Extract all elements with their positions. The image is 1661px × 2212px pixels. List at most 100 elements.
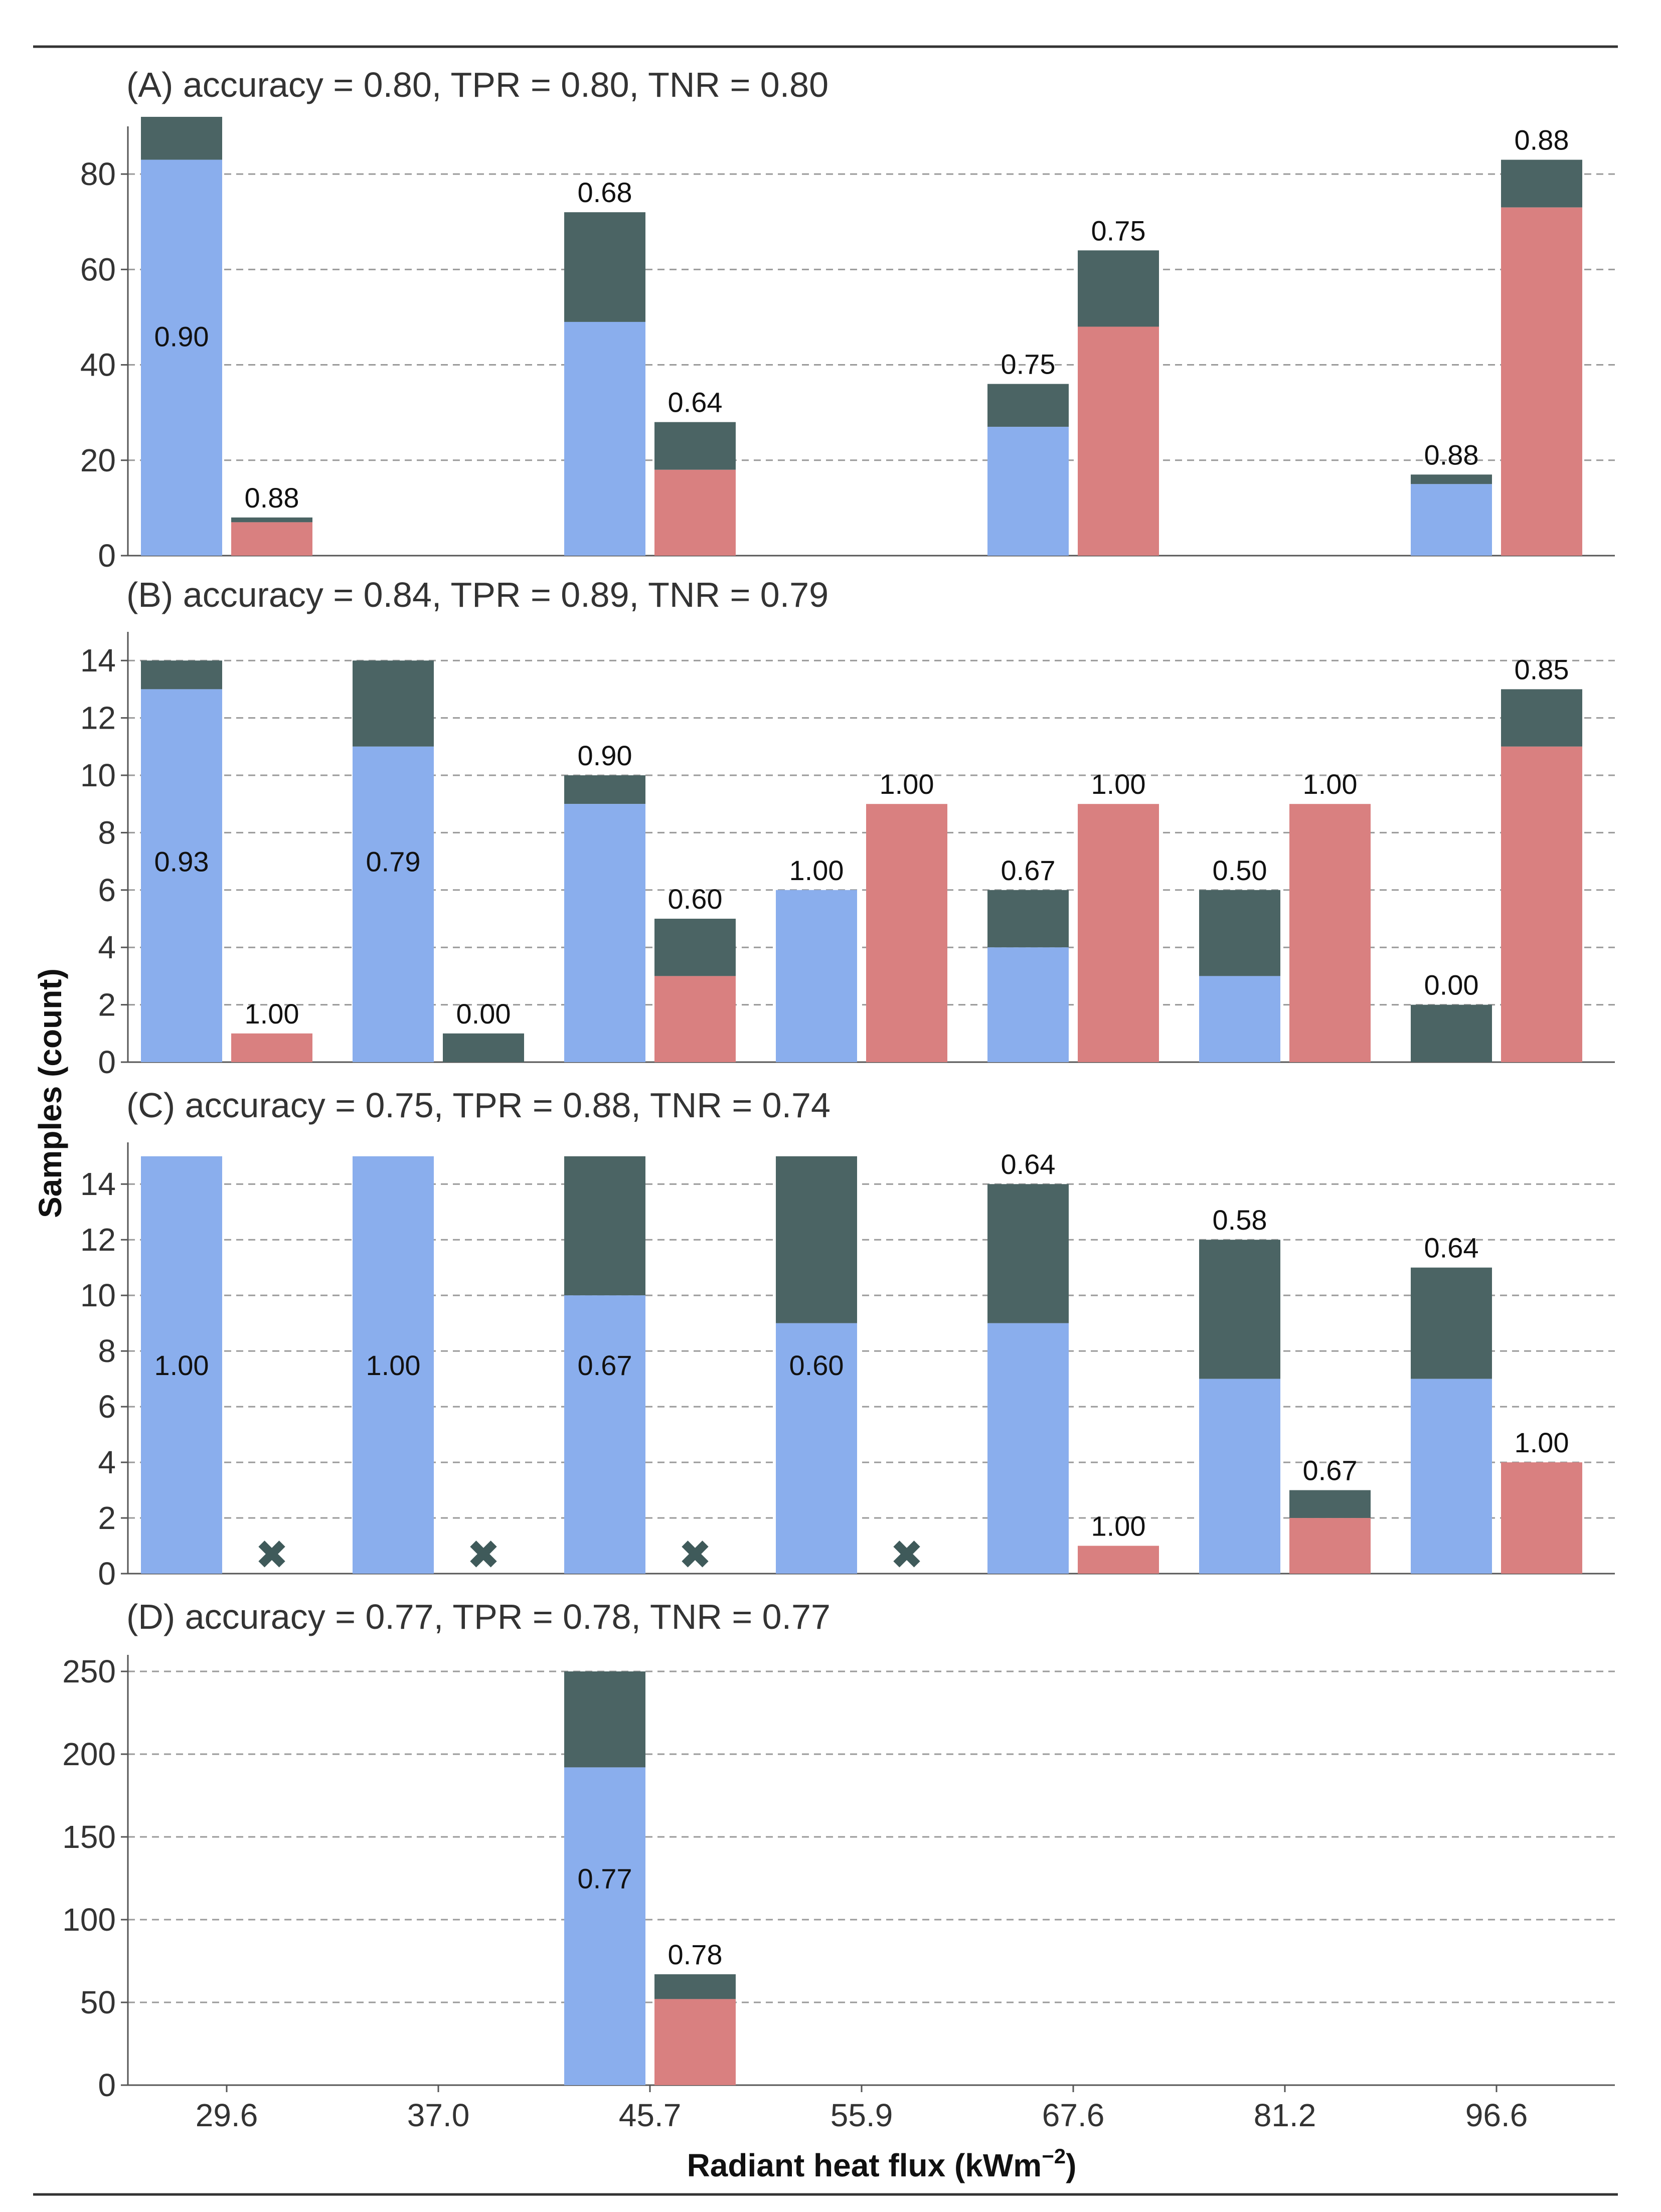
panel-b-bar-37-0-negative-misclassified: [353, 660, 434, 747]
panel-b-bar-45-7-negative-correct: [564, 804, 645, 1062]
panel-a-bar-45-7-negative-label: 0.68: [578, 177, 632, 208]
panel-a-ytick-label: 80: [80, 156, 116, 192]
panel-a-bar-29-6-positive-label: 0.88: [245, 482, 299, 514]
panel-c-bar-81-2-negative-label: 0.58: [1213, 1204, 1267, 1236]
panel-c-bar-67-6-negative-correct: [987, 1323, 1069, 1574]
panel-a-bar-29-6-positive-misclassified: [231, 517, 312, 523]
panel-b-bar-96-6-positive-misclassified: [1501, 689, 1582, 747]
panel-a-bar-67-6-negative-label: 0.75: [1001, 349, 1056, 380]
panel-a-bar-96-6-positive-correct: [1501, 207, 1582, 556]
panel-b-bar-81-2-negative-correct: [1199, 976, 1280, 1062]
panel-b-bar-29-6-negative-correct: [141, 689, 222, 1062]
panel-a-ytick-label: 20: [80, 442, 116, 478]
panel-d-bar-45-7-negative-correct: [564, 1767, 645, 2085]
panel-b-bar-96-6-positive-correct: [1501, 746, 1582, 1062]
x-tick-label: 96.6: [1465, 2097, 1528, 2133]
panel-c-bar-67-6-positive-label: 1.00: [1091, 1510, 1146, 1542]
panel-b-bar-29-6-positive-correct: [231, 1033, 312, 1062]
panel-d-bar-45-7-negative-label: 0.77: [578, 1863, 632, 1895]
panel-b-bar-67-6-positive-correct: [1078, 804, 1159, 1062]
panel-b-ytick-label: 4: [98, 929, 116, 965]
panel-b-bar-81-2-negative-misclassified: [1199, 890, 1280, 976]
panel-a-bar-45-7-positive-label: 0.64: [668, 387, 723, 418]
panel-b-bar-55-9-negative-correct: [776, 890, 857, 1062]
panel-c-ytick-label: 4: [98, 1444, 116, 1480]
panel-a-bar-29-6-negative-misclassified: [141, 116, 222, 160]
panel-a-bar-96-6-negative-label: 0.88: [1424, 439, 1479, 470]
panel-b-ytick-label: 2: [98, 987, 116, 1023]
panel-c-bar-55-9-negative-label: 0.60: [789, 1349, 844, 1381]
panel-c-bar-67-6-positive-correct: [1078, 1546, 1159, 1574]
x-axis-label-exponent: −2: [1042, 2144, 1066, 2168]
panel-c-ytick-label: 10: [80, 1277, 116, 1313]
panel-d-ytick-label: 0: [98, 2067, 116, 2103]
panel-c-bar-29-6-negative-label: 1.00: [154, 1349, 209, 1381]
panel-a-bar-67-6-negative-correct: [987, 427, 1069, 556]
panel-d: (D) accuracy = 0.77, TPR = 0.78, TNR = 0…: [62, 1597, 1615, 2103]
panel-b-bar-37-0-negative-correct: [353, 746, 434, 1062]
panel-b-bar-81-2-positive-label: 1.00: [1303, 768, 1358, 800]
panel-c-ytick-label: 6: [98, 1389, 116, 1425]
panel-c-bar-81-2-positive-misclassified: [1289, 1490, 1371, 1518]
panel-d-bar-45-7-positive-correct: [654, 1999, 736, 2085]
panel-c-bar-67-6-negative-label: 0.64: [1001, 1148, 1056, 1180]
x-tick-label: 45.7: [619, 2097, 682, 2133]
panel-a: (A) accuracy = 0.80, TPR = 0.80, TNR = 0…: [80, 65, 1615, 574]
panel-d-ytick-label: 200: [62, 1736, 116, 1772]
x-tick-label: 55.9: [830, 2097, 893, 2133]
panel-b-bar-96-6-positive-label: 0.85: [1515, 653, 1569, 685]
panel-c-bar-96-6-negative-correct: [1411, 1379, 1492, 1574]
panel-b-bar-29-6-negative-label: 0.93: [154, 846, 209, 878]
panel-c-bar-45-7-negative-misclassified: [564, 1156, 645, 1296]
panel-b-bar-96-6-negative-label: 0.00: [1424, 969, 1479, 1001]
panel-c-missing-marker: ✖: [678, 1533, 712, 1577]
panel-b-bar-67-6-positive-label: 1.00: [1091, 768, 1146, 800]
panel-a-title: (A) accuracy = 0.80, TPR = 0.80, TNR = 0…: [126, 65, 828, 104]
panel-c-bar-55-9-negative-correct: [776, 1323, 857, 1574]
panel-d-bar-45-7-positive-misclassified: [654, 1974, 736, 1999]
panel-c-bar-96-6-negative-label: 0.64: [1424, 1232, 1479, 1264]
x-axis-label: Radiant heat flux (kWm−2): [687, 2144, 1077, 2183]
panel-b-ytick-label: 6: [98, 872, 116, 908]
panel-b-bar-45-7-negative-label: 0.90: [578, 740, 632, 771]
panel-a-bar-96-6-negative-misclassified: [1411, 474, 1492, 484]
panel-b-bar-81-2-positive-correct: [1289, 804, 1371, 1062]
panel-b-bar-55-9-negative-label: 1.00: [789, 855, 844, 886]
x-axis-label-close: ): [1066, 2147, 1076, 2183]
panel-c-bar-29-6-negative-correct: [141, 1156, 222, 1574]
panel-a-bar-45-7-negative-misclassified: [564, 212, 645, 322]
panel-a-bar-67-6-positive-misclassified: [1078, 250, 1159, 327]
panel-c-ytick-label: 0: [98, 1556, 116, 1592]
panel-d-ytick-label: 250: [62, 1653, 116, 1689]
panel-b-bar-29-6-positive-label: 1.00: [245, 998, 299, 1030]
panel-c-bar-96-6-positive-correct: [1501, 1462, 1582, 1574]
x-tick-label: 37.0: [407, 2097, 470, 2133]
panel-b-bar-67-6-negative-correct: [987, 947, 1069, 1062]
panel-d-bar-45-7-negative-misclassified: [564, 1671, 645, 1768]
panel-b-ytick-label: 8: [98, 814, 116, 850]
panel-b-ytick-label: 12: [80, 700, 116, 736]
panel-c-bar-55-9-negative-misclassified: [776, 1156, 857, 1323]
y-axis-label: Samples (count): [32, 968, 68, 1218]
panel-b-bar-67-6-negative-label: 0.67: [1001, 855, 1056, 886]
panel-b-bar-37-0-positive-misclassified: [443, 1033, 524, 1062]
panel-d-bar-45-7-positive-label: 0.78: [668, 1939, 723, 1970]
x-axis: 29.6 37.0 45.7 55.9 67.6 81.2 96.6: [196, 2085, 1528, 2133]
panel-a-bar-67-6-positive-label: 0.75: [1091, 215, 1146, 246]
panel-c-ytick-label: 12: [80, 1222, 116, 1258]
panel-c-bar-81-2-negative-misclassified: [1199, 1240, 1280, 1379]
panel-b-ytick-label: 0: [98, 1044, 116, 1080]
panel-b-bar-45-7-negative-misclassified: [564, 775, 645, 804]
x-tick-label: 67.6: [1042, 2097, 1105, 2133]
panel-a-bar-67-6-negative-misclassified: [987, 384, 1069, 427]
panel-c-ytick-label: 8: [98, 1333, 116, 1369]
x-axis-label-text: Radiant heat flux (kWm: [687, 2147, 1042, 2183]
panel-a-bar-29-6-negative-label: 0.90: [154, 320, 209, 352]
panel-a-bar-96-6-positive-label: 0.88: [1515, 124, 1569, 156]
panel-a-ytick-label: 40: [80, 347, 116, 383]
panel-c-bar-96-6-negative-misclassified: [1411, 1267, 1492, 1379]
panel-b: (B) accuracy = 0.84, TPR = 0.89, TNR = 0…: [80, 575, 1615, 1080]
panel-c-ytick-label: 2: [98, 1500, 116, 1536]
panel-a-ytick-label: 0: [98, 538, 116, 574]
